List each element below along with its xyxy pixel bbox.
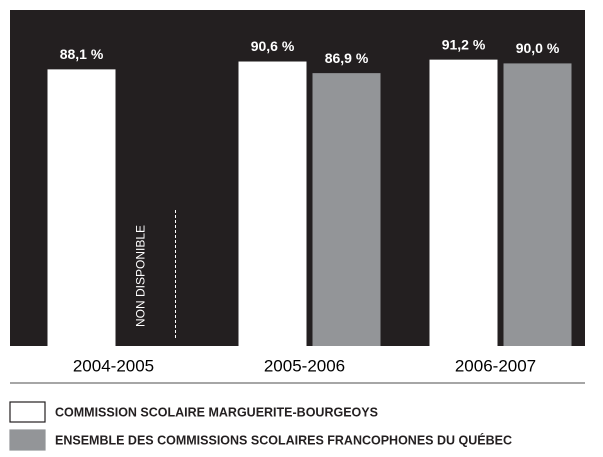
bar [429, 59, 498, 347]
value-label: 91,2 % [442, 36, 486, 52]
value-label: 88,1 % [60, 46, 104, 62]
x-tick-label: 2005-2006 [264, 356, 345, 375]
value-label: 90,0 % [516, 40, 560, 56]
x-tick-label: 2004-2005 [73, 356, 154, 375]
value-label: 90,6 % [251, 38, 295, 54]
legend-label: COMMISSION SCOLAIRE MARGUERITE-BOURGEOYS [55, 405, 378, 419]
bar [312, 73, 381, 346]
bar [47, 69, 116, 346]
x-tick-label: 2006-2007 [455, 356, 536, 375]
bar [503, 63, 572, 347]
legend-swatch [9, 401, 46, 423]
value-label: 86,9 % [325, 50, 369, 66]
legend-swatch [9, 429, 46, 451]
legend-label: ENSEMBLE DES COMMISSIONS SCOLAIRES FRANC… [55, 432, 512, 447]
annotation: NON DISPONIBLE [134, 225, 148, 327]
bar [238, 61, 307, 347]
